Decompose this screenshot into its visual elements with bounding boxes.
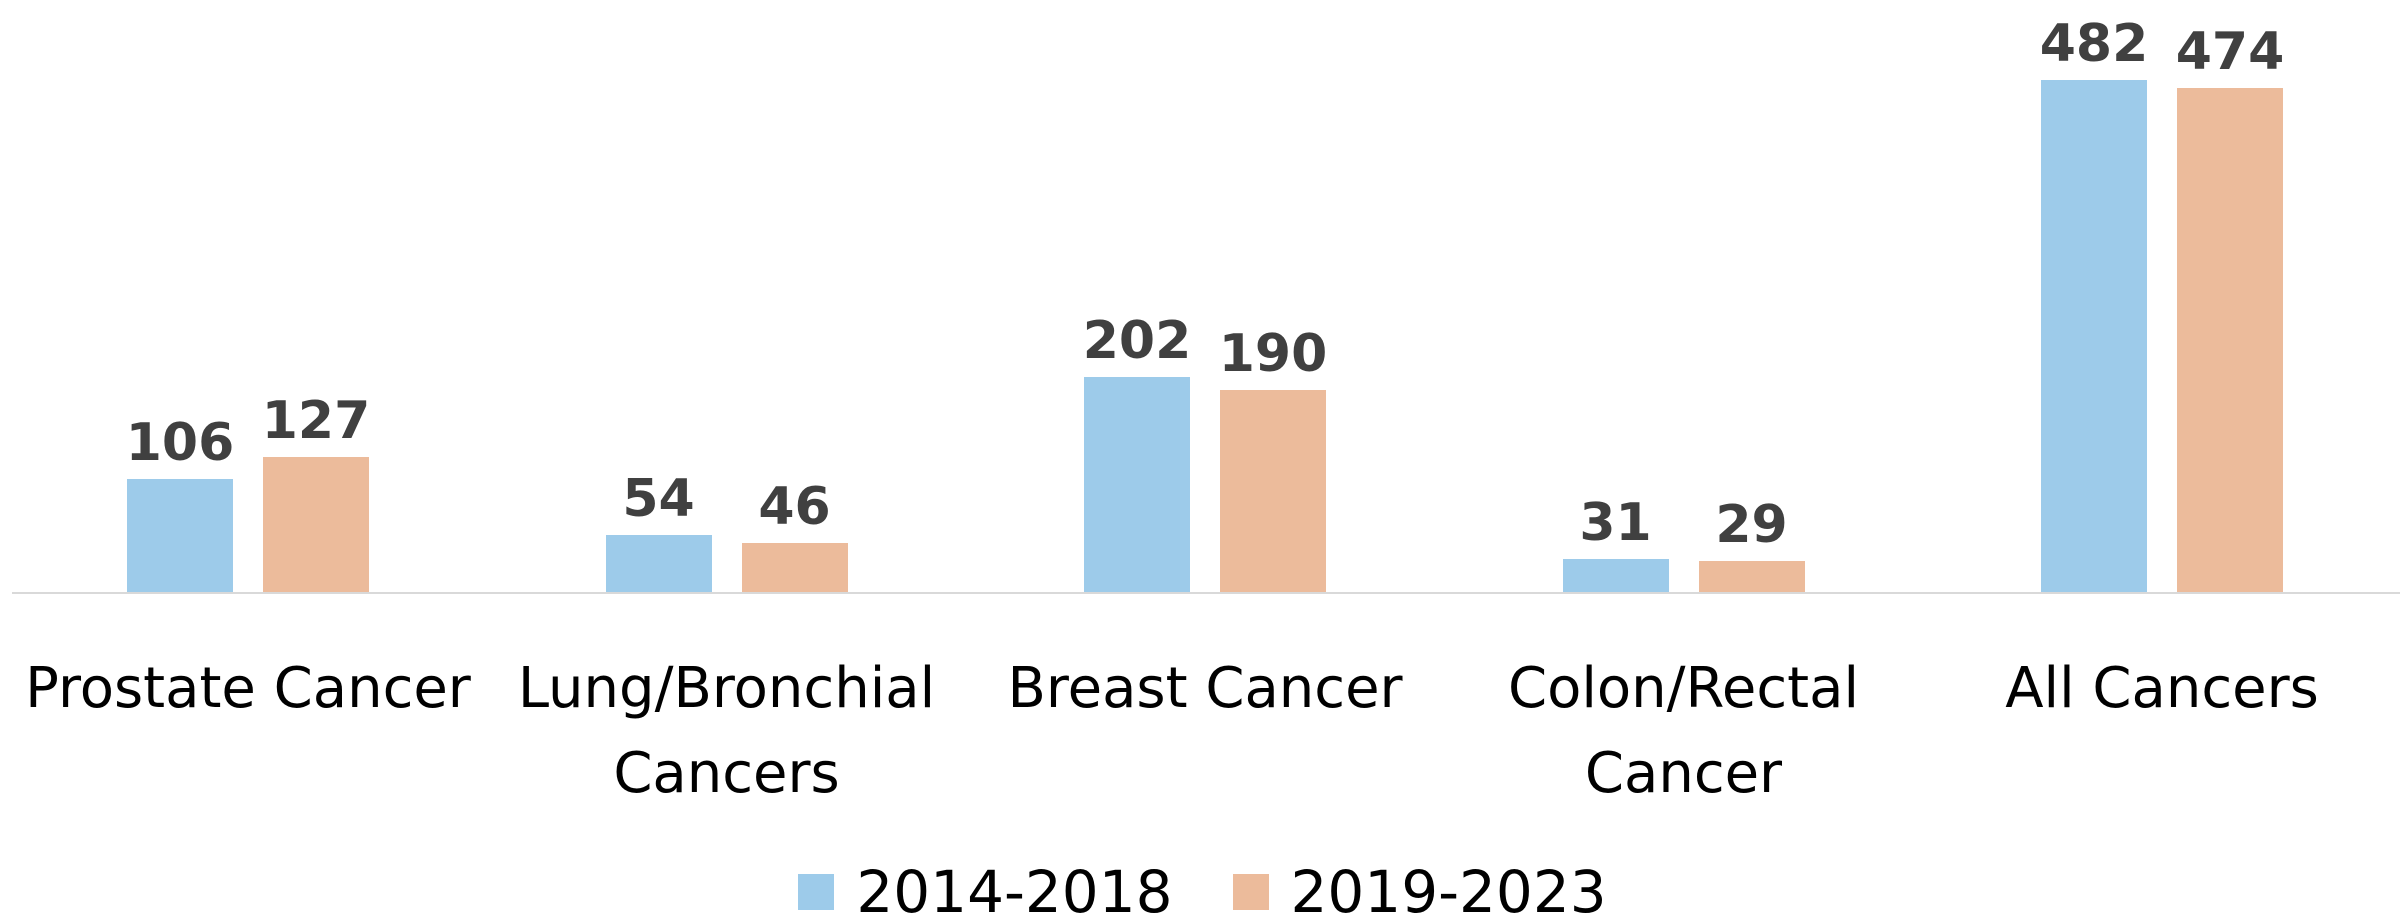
x-tick-label: All Cancers <box>2005 656 2319 721</box>
bar <box>2177 88 2283 592</box>
bar <box>1220 390 1326 592</box>
legend-swatch <box>1232 874 1269 910</box>
data-label: 46 <box>758 477 831 538</box>
bar <box>1084 377 1190 592</box>
legend-swatch <box>798 874 835 910</box>
data-label: 482 <box>2039 14 2149 74</box>
legend-label: 2019-2023 <box>1290 858 1607 920</box>
bar <box>605 534 712 592</box>
data-label: 202 <box>1082 311 1192 372</box>
x-tick-label: Lung/Bronchial Cancers <box>517 656 936 806</box>
data-label: 31 <box>1579 493 1652 554</box>
x-tick-label: Breast Cancer <box>1007 656 1403 721</box>
bar <box>2041 80 2147 592</box>
baseline <box>12 592 2400 594</box>
legend-item: 2014-2018 <box>798 858 1173 920</box>
bar <box>263 457 369 592</box>
data-label: 54 <box>622 468 695 529</box>
data-label: 106 <box>125 413 235 474</box>
bar <box>1562 559 1669 592</box>
data-label: 29 <box>1715 495 1788 556</box>
legend-label: 2014-2018 <box>856 858 1173 920</box>
bar <box>127 479 233 592</box>
x-tick-label: Colon/Rectal Cancer <box>1507 656 1859 806</box>
bar <box>1698 561 1805 592</box>
data-label: 127 <box>261 391 371 452</box>
data-label: 474 <box>2175 22 2285 83</box>
data-label: 190 <box>1218 324 1328 385</box>
x-tick-label: Prostate Cancer <box>25 656 471 721</box>
legend: 2014-2018 2019-2023 <box>0 858 2405 920</box>
bar <box>741 543 848 592</box>
legend-item: 2019-2023 <box>1232 858 1607 920</box>
